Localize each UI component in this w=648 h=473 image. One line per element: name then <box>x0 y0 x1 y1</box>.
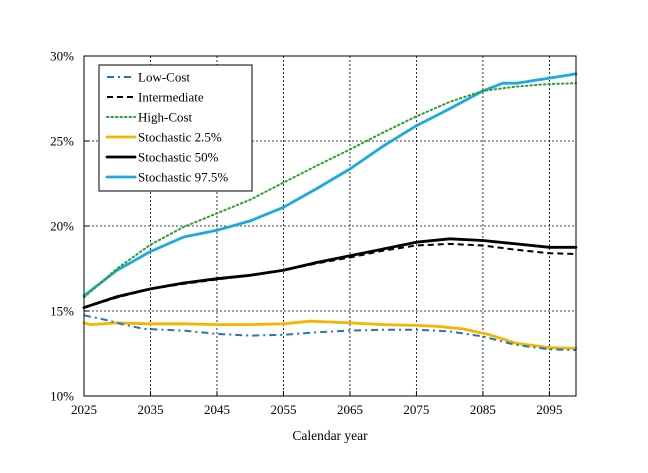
ticks: 2025 2035 2045 2055 2065 2075 2085 2095 10% 15% 20… <box>50 49 562 418</box>
series-line-stochastic-97-5 <box>82 72 578 298</box>
y-tick-label-25: 25% <box>50 134 74 149</box>
x-tick-label-2065: 2065 <box>337 402 363 417</box>
legend-box <box>98 64 253 192</box>
x-tick-label-2055: 2055 <box>270 402 296 417</box>
x-tick-label-2045: 2045 <box>204 402 230 417</box>
legend: Low-Cost Intermediate High-Cost Stochastic … <box>98 64 253 192</box>
y-tick-label-15: 15% <box>50 304 74 319</box>
x-tick-label-2075: 2075 <box>403 402 429 417</box>
legend-label-stochastic-50: Stochastic 50% <box>138 150 219 165</box>
series-line-high-cost <box>83 82 577 299</box>
series-layer <box>82 72 578 352</box>
legend-label-high-cost: High-Cost <box>138 110 193 125</box>
x-tick-label-2085: 2085 <box>470 402 496 417</box>
legend-label-low-cost: Low-Cost <box>138 70 190 85</box>
y-tick-label-30: 30% <box>50 49 74 64</box>
x-tick-label-2035: 2035 <box>137 402 163 417</box>
series-line-stochastic-2-5 <box>82 319 578 350</box>
legend-label-stochastic-2-5: Stochastic 2.5% <box>138 130 222 145</box>
series-line-intermediate <box>83 242 577 309</box>
x-axis-label: Calendar year <box>292 428 368 443</box>
legend-label-stochastic-97-5: Stochastic 97.5% <box>138 170 228 185</box>
x-tick-label-2095: 2095 <box>536 402 562 417</box>
y-tick-label-20: 20% <box>50 219 74 234</box>
legend-label-intermediate: Intermediate <box>138 90 204 105</box>
y-tick-label-10: 10% <box>50 389 74 404</box>
series-line-low-cost <box>83 314 577 352</box>
x-tick-label-2025: 2025 <box>71 402 97 417</box>
